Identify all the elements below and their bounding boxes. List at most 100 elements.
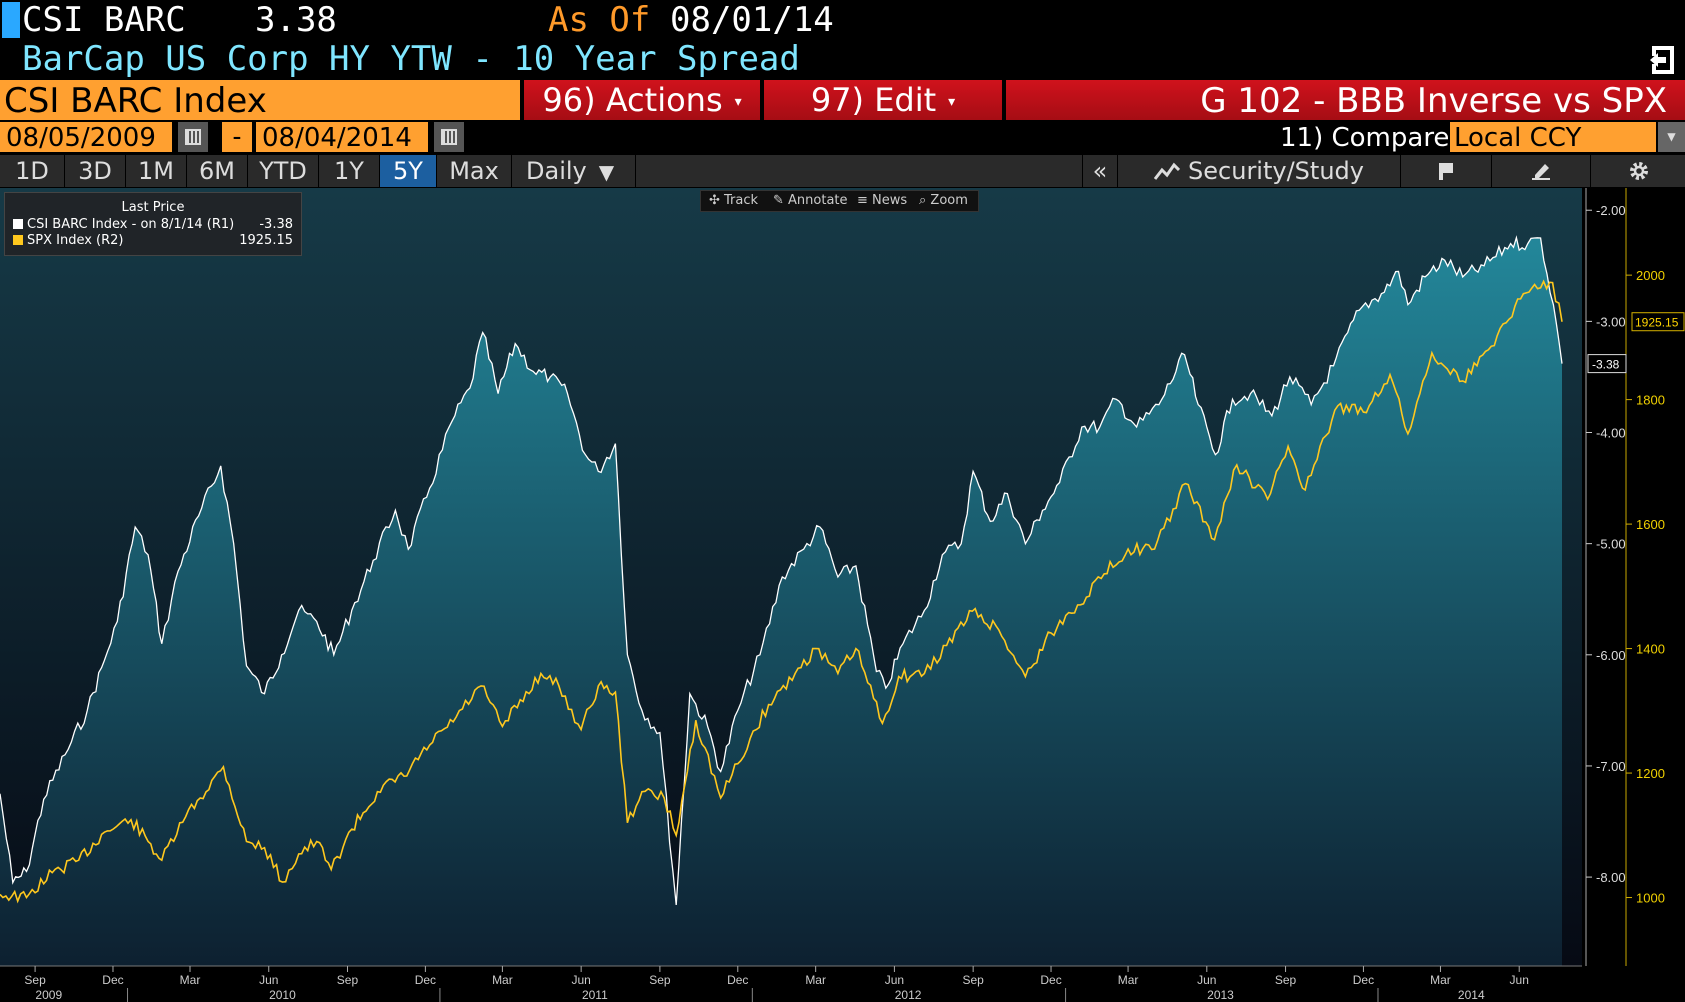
toolbar-spacer	[636, 155, 1082, 187]
collapse-button[interactable]: «	[1082, 155, 1117, 187]
x-year-label: 2010	[269, 988, 296, 1002]
frequency-label: Daily	[526, 157, 587, 185]
as-of-date: 08/01/14	[670, 0, 834, 40]
x-tick-label: Mar	[492, 973, 513, 987]
zoom-label: Zoom	[930, 193, 968, 208]
edit-pencil-icon[interactable]	[1491, 155, 1590, 187]
x-tick-label: Mar	[1430, 973, 1451, 987]
x-tick-label: Jun	[1510, 973, 1529, 987]
range-button-max[interactable]: Max	[437, 155, 512, 187]
security-description: BarCap US Corp HY YTW - 10 Year Spread	[22, 39, 800, 79]
x-year-label: 2012	[895, 988, 922, 1002]
x-tick-label: Sep	[962, 973, 984, 987]
calendar-icon[interactable]	[434, 122, 464, 152]
chart-tools: ✣ Track ✎ Annotate ≡ News ⌕ Zoom	[700, 190, 979, 212]
pencil-icon: ✎	[773, 193, 789, 208]
security-study-button[interactable]: Security/Study	[1117, 155, 1400, 187]
r2-tick-label: 1200	[1636, 766, 1665, 781]
legend-value-csi: -3.38	[259, 217, 293, 232]
legend-item-spx: SPX Index (R2) 1925.15	[13, 233, 297, 249]
command-cursor	[2, 2, 20, 38]
edit-label: 97) Edit	[810, 81, 937, 119]
track-tool[interactable]: ✣ Track	[709, 191, 758, 211]
r1-tick-label: -7.00	[1596, 759, 1626, 774]
exit-icon[interactable]	[1648, 44, 1678, 76]
csi-area-fill	[0, 237, 1562, 966]
r1-last-box	[1587, 354, 1627, 374]
axis-background	[1582, 188, 1685, 966]
line-chart-icon	[1153, 157, 1181, 180]
news-label: News	[872, 193, 908, 208]
x-tick-label: Sep	[24, 973, 46, 987]
gear-icon[interactable]	[1590, 155, 1685, 187]
edit-menu-button[interactable]: 97) Edit ▾	[764, 80, 1002, 120]
r1-tick-label: -5.00	[1596, 537, 1626, 552]
x-tick-label: Mar	[805, 973, 826, 987]
x-tick-label: Mar	[180, 973, 201, 987]
actions-menu-button[interactable]: 96) Actions ▾	[524, 80, 760, 120]
start-date-field[interactable]: 08/05/2009	[0, 122, 172, 153]
legend-item-csi: CSI BARC Index - on 8/1/14 (R1) -3.38	[13, 217, 297, 233]
r1-tick-label: -8.00	[1596, 870, 1626, 885]
date-separator: -	[222, 122, 252, 152]
range-button-3d[interactable]: 3D	[65, 155, 126, 187]
magnifier-icon: ⌕	[919, 193, 931, 208]
annotate-tool[interactable]: ✎ Annotate	[773, 191, 848, 211]
flag-icon[interactable]	[1400, 155, 1491, 187]
x-year-label: 2013	[1207, 988, 1234, 1002]
r2-tick-label: 1600	[1636, 517, 1665, 532]
range-button-6m[interactable]: 6M	[187, 155, 248, 187]
chevron-down-icon: ▾	[948, 94, 956, 110]
range-button-5y[interactable]: 5Y	[380, 155, 437, 187]
chart-plot[interactable]: -2.00 -3.00 -4.00 -5.00 -6.00 -7.00 -8.00 1000…	[0, 188, 1685, 1002]
news-tool[interactable]: ≡ News	[857, 191, 907, 211]
x-tick-label: Jun	[885, 973, 904, 987]
index-name-field[interactable]: CSI BARC Index	[0, 80, 520, 121]
actions-label: 96) Actions	[542, 81, 723, 119]
r2-tick-label: 1000	[1636, 891, 1665, 906]
legend-swatch-yellow	[13, 235, 23, 245]
security-study-label: Security/Study	[1188, 157, 1364, 185]
csi-series-line	[0, 235, 1563, 905]
x-tick-label: Sep	[337, 973, 359, 987]
chart-legend[interactable]: Last Price CSI BARC Index - on 8/1/14 (R…	[4, 192, 302, 256]
r1-tick-label: -3.00	[1596, 314, 1626, 329]
annotate-label: Annotate	[788, 193, 848, 208]
chevron-down-icon: ▾	[734, 94, 742, 110]
r2-tick-label: 2000	[1636, 268, 1665, 283]
legend-label-csi: CSI BARC Index - on 8/1/14 (R1)	[27, 217, 235, 232]
crosshair-icon: ✣	[709, 193, 725, 208]
range-button-ytd[interactable]: YTD	[248, 155, 319, 187]
x-year-label: 2009	[35, 988, 62, 1002]
compare-button[interactable]: 11) Compare	[1280, 123, 1450, 153]
x-tick-label: Sep	[1275, 973, 1297, 987]
r2-tick-label: 1400	[1636, 642, 1665, 657]
range-button-1d[interactable]: 1D	[0, 155, 65, 187]
spx-series-line	[0, 279, 1563, 904]
x-year-label: 2011	[582, 988, 608, 1002]
range-button-1y[interactable]: 1Y	[319, 155, 380, 187]
x-tick-label: Dec	[1353, 973, 1374, 987]
range-button-1m[interactable]: 1M	[126, 155, 187, 187]
x-tick-label: Dec	[102, 973, 123, 987]
legend-title: Last Price	[121, 200, 185, 215]
r1-last-label: -3.38	[1592, 358, 1620, 372]
x-tick-label: Jun	[259, 973, 278, 987]
calendar-icon[interactable]	[178, 122, 208, 152]
r2-last-box	[1631, 312, 1685, 332]
x-axis-background	[0, 966, 1685, 1002]
x-tick-label: Dec	[1040, 973, 1061, 987]
r1-tick-label: -2.00	[1596, 203, 1626, 218]
last-price: 3.38	[255, 0, 337, 40]
track-label: Track	[724, 193, 759, 208]
r2-tick-label: 1800	[1636, 393, 1665, 408]
currency-select[interactable]: Local CCY	[1450, 122, 1656, 153]
chevron-down-icon[interactable]: ▼	[1658, 122, 1685, 152]
frequency-select[interactable]: Daily ▼	[512, 155, 636, 187]
legend-value-spx: 1925.15	[239, 233, 293, 248]
end-date-field[interactable]: 08/04/2014	[256, 122, 428, 153]
x-tick-label: Jun	[571, 973, 590, 987]
x-tick-label: Dec	[727, 973, 748, 987]
zoom-tool[interactable]: ⌕ Zoom	[919, 191, 968, 211]
x-year-label: 2014	[1458, 988, 1485, 1002]
